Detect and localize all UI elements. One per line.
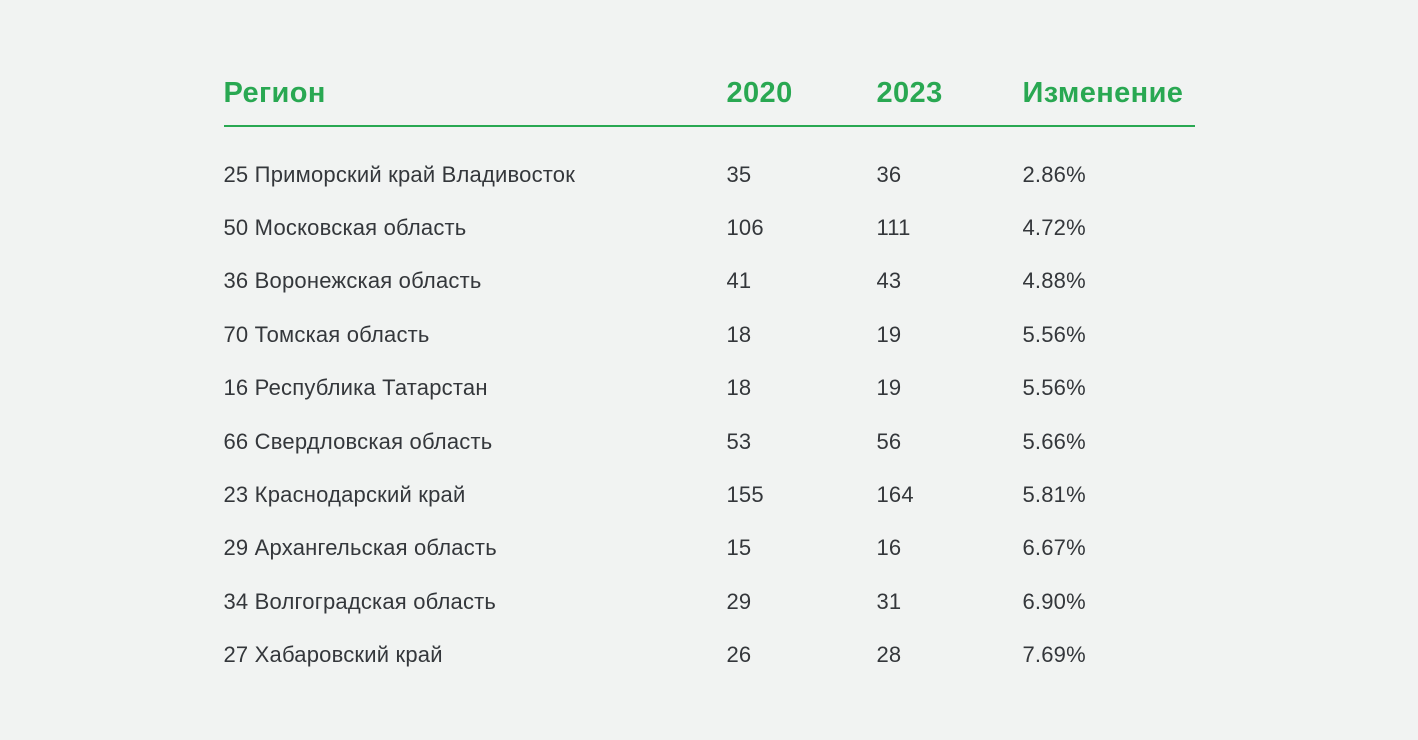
change-cell: 5.56% bbox=[1022, 375, 1086, 401]
table-row: 70 Томская область 18 19 5.56% bbox=[224, 308, 1195, 361]
value-2020-cell: 35 bbox=[726, 161, 752, 187]
value-2020-cell: 15 bbox=[726, 535, 752, 561]
table-header-row: Регион 2020 2023 Изменение bbox=[224, 72, 1195, 114]
region-cell: 70 Томская область bbox=[223, 321, 430, 347]
value-2023-cell: 28 bbox=[876, 642, 902, 668]
change-cell: 6.67% bbox=[1022, 535, 1086, 561]
value-2023-cell: 43 bbox=[876, 268, 902, 294]
value-2023-cell: 36 bbox=[876, 161, 902, 187]
change-cell: 7.69% bbox=[1022, 642, 1086, 668]
change-cell: 5.66% bbox=[1022, 428, 1086, 454]
change-cell: 5.56% bbox=[1022, 321, 1086, 347]
value-2023-cell: 19 bbox=[876, 375, 902, 401]
region-cell: 36 Воронежская область bbox=[223, 268, 482, 294]
value-2020-cell: 18 bbox=[726, 375, 752, 401]
region-cell: 25 Приморский край Владивосток bbox=[223, 161, 576, 187]
value-2023-cell: 31 bbox=[876, 588, 902, 614]
table-row: 66 Свердловская область 53 56 5.66% bbox=[224, 415, 1195, 468]
value-2020-cell: 18 bbox=[726, 321, 752, 347]
table-body: 25 Приморский край Владивосток 35 36 2.8… bbox=[224, 148, 1195, 682]
region-cell: 16 Республика Татарстан bbox=[223, 375, 488, 401]
value-2020-cell: 41 bbox=[726, 268, 752, 294]
value-2020-cell: 26 bbox=[726, 642, 752, 668]
table-row: 23 Краснодарский край 155 164 5.81% bbox=[224, 468, 1195, 521]
change-cell: 4.72% bbox=[1022, 215, 1086, 241]
value-2023-cell: 56 bbox=[876, 428, 902, 454]
table-row: 50 Московская область 106 111 4.72% bbox=[224, 201, 1195, 254]
value-2023-cell: 16 bbox=[876, 535, 902, 561]
table-row: 36 Воронежская область 41 43 4.88% bbox=[224, 255, 1195, 308]
value-2020-cell: 155 bbox=[726, 482, 764, 508]
table-row: 27 Хабаровский край 26 28 7.69% bbox=[224, 629, 1195, 682]
change-cell: 2.86% bbox=[1022, 161, 1086, 187]
column-header-change: Изменение bbox=[1022, 76, 1184, 109]
column-header-2020: 2020 bbox=[726, 76, 793, 109]
region-cell: 34 Волгоградская область bbox=[223, 588, 497, 614]
column-header-region: Регион bbox=[223, 76, 326, 109]
region-cell: 23 Краснодарский край bbox=[223, 482, 466, 508]
column-header-2023: 2023 bbox=[876, 76, 943, 109]
table-row: 16 Республика Татарстан 18 19 5.56% bbox=[224, 362, 1195, 415]
value-2023-cell: 19 bbox=[876, 321, 902, 347]
value-2023-cell: 111 bbox=[876, 215, 911, 241]
header-divider bbox=[223, 125, 1195, 127]
value-2020-cell: 106 bbox=[726, 215, 764, 241]
region-cell: 27 Хабаровский край bbox=[223, 642, 443, 668]
region-cell: 29 Архангельская область bbox=[223, 535, 497, 561]
region-cell: 66 Свердловская область bbox=[223, 428, 493, 454]
region-cell: 50 Московская область bbox=[223, 215, 467, 241]
table-row: 29 Архангельская область 15 16 6.67% bbox=[224, 522, 1195, 575]
value-2020-cell: 29 bbox=[726, 588, 752, 614]
table-row: 34 Волгоградская область 29 31 6.90% bbox=[224, 575, 1195, 628]
region-stats-table: Регион 2020 2023 Изменение 25 Приморский… bbox=[223, 0, 1195, 682]
table-row: 25 Приморский край Владивосток 35 36 2.8… bbox=[224, 148, 1195, 201]
change-cell: 6.90% bbox=[1022, 588, 1086, 614]
value-2023-cell: 164 bbox=[876, 482, 914, 508]
change-cell: 4.88% bbox=[1022, 268, 1086, 294]
change-cell: 5.81% bbox=[1022, 482, 1086, 508]
value-2020-cell: 53 bbox=[726, 428, 752, 454]
